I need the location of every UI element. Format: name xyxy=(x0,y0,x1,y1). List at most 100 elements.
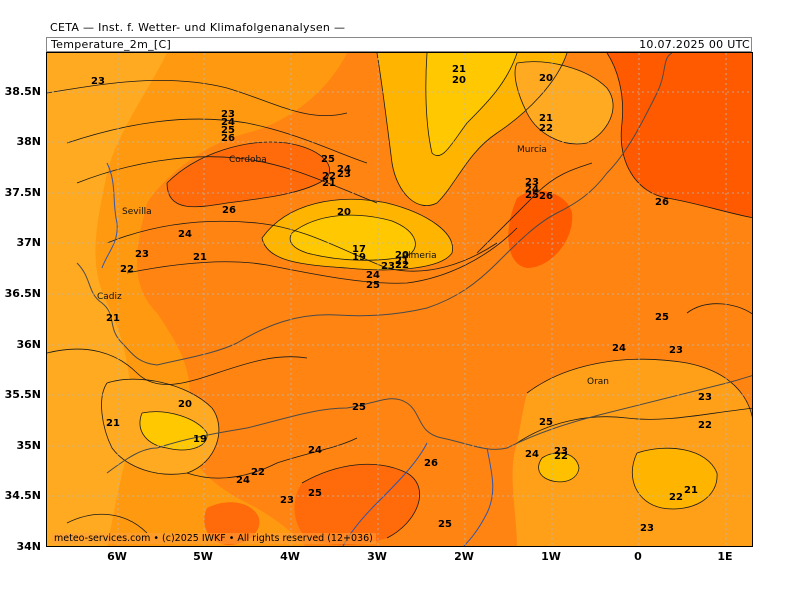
city-cadiz: Cadiz xyxy=(97,292,122,302)
contour-label: 17 xyxy=(352,244,366,255)
contour-label: 23 xyxy=(669,345,683,356)
contour-label: 25 xyxy=(366,280,380,291)
contour-label: 26 xyxy=(539,191,553,202)
contour-label: 22 xyxy=(322,171,336,182)
contour-label: 25 xyxy=(438,519,452,530)
contour-label: 24 xyxy=(178,229,192,240)
contour-label: 23 xyxy=(554,446,568,457)
parameter-label: Temperature_2m_[C] xyxy=(51,38,172,51)
lat-label: 37N xyxy=(16,236,41,249)
contour-label: 20 xyxy=(539,73,553,84)
lon-label: 6W xyxy=(107,550,127,563)
zone-19-sierra xyxy=(290,215,416,261)
contour-label: 23 xyxy=(135,249,149,260)
contour-label: 23 xyxy=(698,392,712,403)
zone-20-segura xyxy=(425,53,517,156)
contour-label: 20 xyxy=(452,75,466,86)
contour-label: 24 xyxy=(308,445,322,456)
contour-label: 22 xyxy=(554,451,568,462)
lat-label: 34N xyxy=(16,540,41,553)
lon-label: 3W xyxy=(367,550,387,563)
contour-label: 22 xyxy=(251,467,265,478)
city-murcia: Murcia xyxy=(517,145,547,155)
contour-label: 23 xyxy=(640,523,654,534)
contour-label: 25 xyxy=(539,417,553,428)
contour-label: 22 xyxy=(669,492,683,503)
lon-label: 1E xyxy=(717,550,733,563)
lat-label: 34.5N xyxy=(4,489,41,502)
contour-label: 19 xyxy=(352,252,366,263)
lat-label: 38.5N xyxy=(4,85,41,98)
city-oran: Oran xyxy=(587,377,609,387)
contour-label: 23 xyxy=(525,177,539,188)
contour-label: 21 xyxy=(106,418,120,429)
zone-21-atlas xyxy=(632,448,718,509)
lat-label: 36.5N xyxy=(4,287,41,300)
contour-label: 22 xyxy=(120,264,134,275)
contour-lines xyxy=(47,53,752,539)
header-bar xyxy=(46,37,752,52)
contour-label: 19 xyxy=(193,434,207,445)
contour-label: 22 xyxy=(539,123,553,134)
contour-label: 25 xyxy=(525,190,539,201)
contour-label: 21 xyxy=(395,256,409,267)
valid-time: 10.07.2025 00 UTC xyxy=(639,38,750,51)
contour-label: 24 xyxy=(366,270,380,281)
map-title: CETA — Inst. f. Wetter- und Klimafolgena… xyxy=(50,21,346,34)
contour-label: 23 xyxy=(381,261,395,272)
contour-value-labels: 23 23 24 25 26 25 24 23 22 21 26 24 23 2… xyxy=(91,64,712,534)
zone-21-murcia xyxy=(515,61,614,144)
contour-label: 23 xyxy=(91,76,105,87)
lat-label: 38N xyxy=(16,135,41,148)
contour-label: 20 xyxy=(395,250,409,261)
contour-label: 23 xyxy=(221,109,235,120)
zone-26-cordoba xyxy=(167,142,330,207)
contour-label: 26 xyxy=(655,197,669,208)
contour-label: 21 xyxy=(193,252,207,263)
contour-label: 23 xyxy=(337,169,351,180)
lat-label: 35.5N xyxy=(4,388,41,401)
contour-label: 25 xyxy=(655,312,669,323)
lon-label: 0 xyxy=(634,550,642,563)
city-sevilla: Sevilla xyxy=(122,207,152,217)
lon-label: 2W xyxy=(454,550,474,563)
lon-label: 5W xyxy=(193,550,213,563)
contour-label: 25 xyxy=(321,154,335,165)
lat-label: 35N xyxy=(16,439,41,452)
contour-label: 24 xyxy=(612,343,626,354)
lat-label: 37.5N xyxy=(4,186,41,199)
coastlines xyxy=(76,53,752,474)
zone-19-rif xyxy=(139,411,208,450)
contour-label: 24 xyxy=(337,164,351,175)
zone-26-south xyxy=(294,464,420,545)
city-labels: Cordoba Sevilla Cadiz Murcia Almeria Ora… xyxy=(97,145,609,387)
contour-label: 21 xyxy=(452,64,466,75)
contour-label: 24 xyxy=(221,117,235,128)
city-cordoba: Cordoba xyxy=(229,155,267,165)
lon-label: 1W xyxy=(541,550,561,563)
contour-label: 24 xyxy=(525,449,539,460)
lon-label: 4W xyxy=(280,550,300,563)
zone-27-east xyxy=(607,53,752,218)
zone-20-spot xyxy=(538,452,579,482)
map-canvas: Cordoba Sevilla Cadiz Murcia Almeria Ora… xyxy=(47,53,752,546)
zone-27-coast xyxy=(508,190,573,268)
contour-label: 25 xyxy=(352,402,366,413)
contour-label: 25 xyxy=(308,488,322,499)
contour-label: 26 xyxy=(222,205,236,216)
contour-label: 23 xyxy=(280,495,294,506)
contour-label: 25 xyxy=(221,125,235,136)
contour-label: 22 xyxy=(698,420,712,431)
zone-22-west xyxy=(47,53,167,546)
contour-label: 22 xyxy=(395,260,409,271)
contour-label: 21 xyxy=(684,485,698,496)
contour-label: 21 xyxy=(539,113,553,124)
contour-label: 26 xyxy=(424,458,438,469)
contour-label: 21 xyxy=(322,178,336,189)
credit-line: meteo-services.com • (c)2025 IWKF • All … xyxy=(51,533,376,544)
contour-label: 24 xyxy=(236,475,250,486)
contour-label: 20 xyxy=(337,207,351,218)
lat-label: 36N xyxy=(16,338,41,351)
city-almeria: Almeria xyxy=(402,251,437,261)
contour-label: 24 xyxy=(525,184,539,195)
